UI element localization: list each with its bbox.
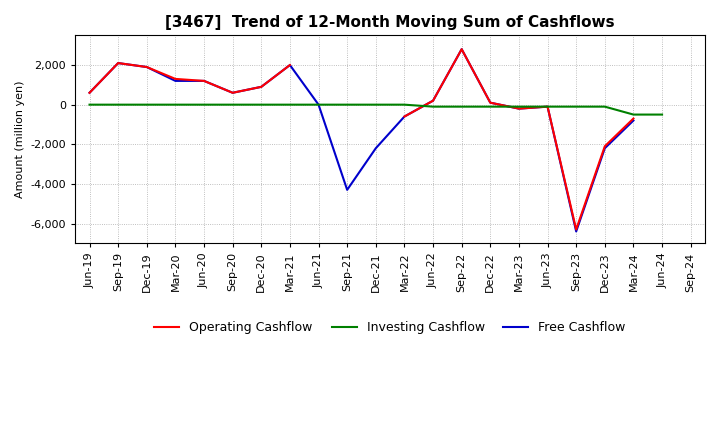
Investing Cashflow xyxy=(143,102,151,107)
Free Cashflow xyxy=(515,106,523,111)
Operating Cashflow xyxy=(572,227,580,232)
Free Cashflow xyxy=(572,229,580,234)
Free Cashflow xyxy=(286,62,294,68)
Free Cashflow xyxy=(143,64,151,70)
Investing Cashflow xyxy=(629,112,638,117)
Operating Cashflow xyxy=(257,84,266,89)
Free Cashflow xyxy=(85,90,94,95)
Investing Cashflow xyxy=(658,112,667,117)
Operating Cashflow xyxy=(228,90,237,95)
Operating Cashflow xyxy=(400,114,409,119)
Free Cashflow xyxy=(199,78,208,84)
Operating Cashflow xyxy=(85,90,94,95)
Investing Cashflow xyxy=(85,102,94,107)
Investing Cashflow xyxy=(228,102,237,107)
Free Cashflow xyxy=(543,104,552,109)
Line: Free Cashflow: Free Cashflow xyxy=(89,49,634,231)
Investing Cashflow xyxy=(600,104,609,109)
Investing Cashflow xyxy=(257,102,266,107)
Operating Cashflow xyxy=(600,143,609,149)
Free Cashflow xyxy=(343,187,351,192)
Free Cashflow xyxy=(457,47,466,52)
Free Cashflow xyxy=(428,98,437,103)
Operating Cashflow xyxy=(199,78,208,84)
Operating Cashflow xyxy=(629,116,638,121)
Free Cashflow xyxy=(372,146,380,151)
Operating Cashflow xyxy=(114,60,122,66)
Free Cashflow xyxy=(486,100,495,105)
Investing Cashflow xyxy=(314,102,323,107)
Operating Cashflow xyxy=(486,100,495,105)
Investing Cashflow xyxy=(114,102,122,107)
Free Cashflow xyxy=(114,60,122,66)
Investing Cashflow xyxy=(428,104,437,109)
Investing Cashflow xyxy=(199,102,208,107)
Operating Cashflow xyxy=(428,98,437,103)
Operating Cashflow xyxy=(515,106,523,111)
Line: Investing Cashflow: Investing Cashflow xyxy=(89,105,662,114)
Investing Cashflow xyxy=(543,104,552,109)
Free Cashflow xyxy=(257,84,266,89)
Investing Cashflow xyxy=(343,102,351,107)
Investing Cashflow xyxy=(286,102,294,107)
Free Cashflow xyxy=(228,90,237,95)
Operating Cashflow xyxy=(543,104,552,109)
Investing Cashflow xyxy=(486,104,495,109)
Investing Cashflow xyxy=(457,104,466,109)
Free Cashflow xyxy=(171,78,180,84)
Operating Cashflow xyxy=(143,64,151,70)
Investing Cashflow xyxy=(400,102,409,107)
Legend: Operating Cashflow, Investing Cashflow, Free Cashflow: Operating Cashflow, Investing Cashflow, … xyxy=(150,316,631,339)
Investing Cashflow xyxy=(515,104,523,109)
Investing Cashflow xyxy=(171,102,180,107)
Line: Operating Cashflow: Operating Cashflow xyxy=(89,49,634,230)
Free Cashflow xyxy=(600,146,609,151)
Investing Cashflow xyxy=(572,104,580,109)
Title: [3467]  Trend of 12-Month Moving Sum of Cashflows: [3467] Trend of 12-Month Moving Sum of C… xyxy=(166,15,615,30)
Free Cashflow xyxy=(314,102,323,107)
Y-axis label: Amount (million yen): Amount (million yen) xyxy=(15,81,25,198)
Free Cashflow xyxy=(400,114,409,119)
Investing Cashflow xyxy=(372,102,380,107)
Operating Cashflow xyxy=(171,76,180,81)
Operating Cashflow xyxy=(286,62,294,68)
Operating Cashflow xyxy=(457,47,466,52)
Free Cashflow xyxy=(629,118,638,123)
